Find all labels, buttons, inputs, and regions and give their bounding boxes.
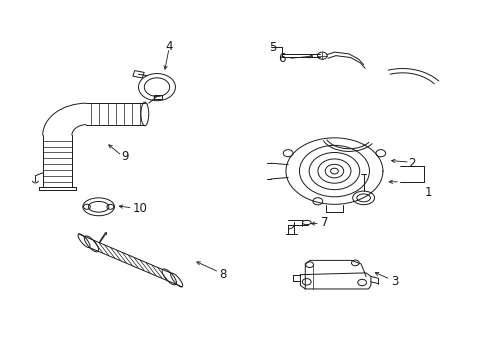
Text: 7: 7 bbox=[320, 216, 328, 229]
Text: 6: 6 bbox=[278, 52, 285, 65]
Text: 5: 5 bbox=[268, 41, 276, 54]
Text: 1: 1 bbox=[424, 186, 431, 199]
Text: 10: 10 bbox=[132, 202, 147, 215]
Text: 3: 3 bbox=[391, 275, 398, 288]
Text: 4: 4 bbox=[165, 40, 173, 53]
Text: 2: 2 bbox=[407, 157, 415, 170]
Bar bbox=[153, 95, 162, 99]
Text: 8: 8 bbox=[219, 268, 226, 281]
Text: 9: 9 bbox=[122, 150, 129, 163]
Bar bbox=[133, 71, 144, 78]
